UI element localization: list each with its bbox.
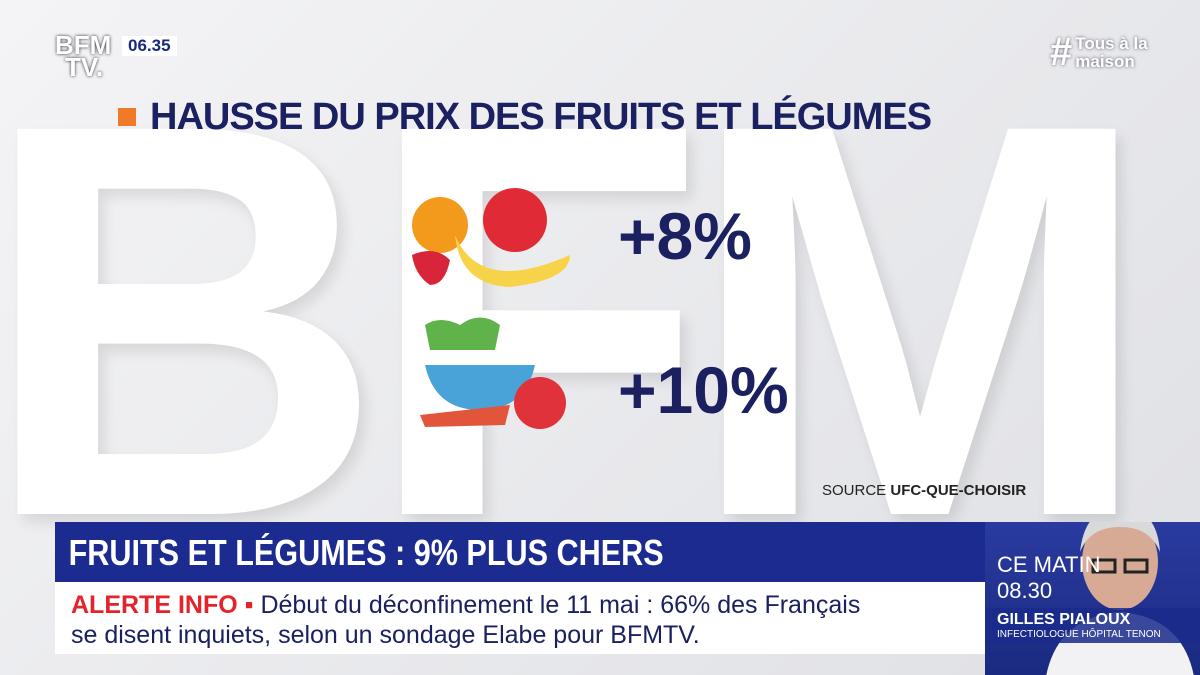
inset-time: 08.30 [997,578,1053,603]
bowl-icon [425,365,535,410]
icons [412,188,570,429]
graphic-title: HAUSSE DU PRIX DES FRUITS ET LÉGUMES [150,96,932,138]
guest-name: GILLES PIALOUX [997,611,1131,628]
vegetable-increase: +10% [618,353,789,427]
tomato-icon [514,377,566,429]
inset: CE MATIN 08.30 GILLES PIALOUX INFECTIOLO… [985,522,1200,675]
banana-icon [455,235,570,287]
logo: BFM TV. [55,30,112,82]
source-prefix: SOURCE [822,482,887,499]
logo-bottom: TV. [65,52,104,82]
headline: FRUITS ET LÉGUMES : 9% PLUS CHERS [68,532,664,573]
hashtag-line2: maison [1075,51,1135,71]
title-bullet [118,108,136,126]
ticker-line2: se disent inquiets, selon un sondage Ela… [71,621,700,649]
orange-icon [412,197,468,253]
source-name: UFC-QUE-CHOISIR [890,482,1027,499]
inset-line1: CE MATIN [997,552,1101,577]
clock: 06.35 [122,36,177,56]
watermark: BFM [0,7,1153,633]
carrot-icon [420,405,510,427]
ticker-tag: ALERTE INFO [71,591,238,619]
salad-icon [425,317,500,350]
hashtag-symbol: # [1050,30,1073,74]
source: SOURCE UFC-QUE-CHOISIR [822,482,1026,499]
ticker: ALERTE INFO ▪ Début du déconfinement le … [55,582,985,654]
ticker-line1: Début du déconfinement le 11 mai : 66% d… [260,591,861,619]
inset-caption: GILLES PIALOUX INFECTIOLOGUE HÔPITAL TEN… [985,608,1200,643]
logo-top: BFM [55,30,112,60]
strawberry-icon [412,251,450,285]
hashtag: # Tous à la maison [1050,30,1148,75]
apple-icon [483,188,547,252]
inset-text: CE MATIN 08.30 [997,552,1100,604]
hashtag-line1: Tous à la [1075,33,1148,53]
fruit-increase: +8% [618,199,752,273]
guest-role: INFECTIOLOGUE HÔPITAL TENON [997,629,1161,640]
headline-bar: FRUITS ET LÉGUMES : 9% PLUS CHERS [55,522,985,582]
